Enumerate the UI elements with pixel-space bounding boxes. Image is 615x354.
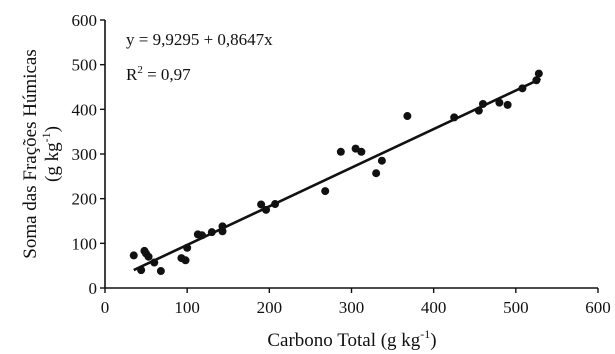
y-axis-title-line2-text: (g kg <box>42 142 63 182</box>
y-axis-title-line2: (g kg-1) <box>39 126 63 182</box>
data-point <box>534 69 543 78</box>
x-tick-label: 100 <box>174 298 200 317</box>
data-point <box>183 243 192 252</box>
points-group <box>129 69 543 276</box>
x-axis-title-close: ) <box>430 330 436 351</box>
data-point <box>144 252 153 261</box>
x-axis-title: Carbono Total (g kg-1) <box>267 327 436 351</box>
data-point <box>129 251 138 260</box>
data-point <box>336 147 345 156</box>
data-point <box>156 267 165 276</box>
data-point <box>503 100 512 109</box>
y-axis-title-close: ) <box>42 126 63 132</box>
data-point <box>218 222 227 231</box>
y-tick-label: 500 <box>72 56 98 75</box>
y-tick-label: 0 <box>89 279 98 298</box>
y-tick-label: 400 <box>72 100 98 119</box>
data-point <box>321 187 330 196</box>
data-point <box>372 169 381 178</box>
x-tick-label: 400 <box>421 298 447 317</box>
tick-group: 0 100 200 300 400 500 600 0 100 200 300 400 500 600 <box>72 11 611 317</box>
data-point <box>532 76 541 85</box>
data-point <box>257 200 266 209</box>
x-tick-label: 600 <box>585 298 611 317</box>
y-axis-title-line1: Soma das Frações Húmicas <box>20 49 41 258</box>
data-point <box>478 99 487 108</box>
r2-prefix: R <box>126 65 138 84</box>
x-axis-title-sup: -1 <box>420 327 430 341</box>
y-tick-label: 300 <box>72 145 98 164</box>
y-tick-label: 600 <box>72 11 98 30</box>
data-point <box>197 231 206 240</box>
r2-superscript: 2 <box>137 64 143 76</box>
regression-equation: y = 9,9295 + 0,8647x <box>126 30 273 49</box>
data-point <box>474 106 483 115</box>
data-point <box>518 84 527 93</box>
data-point <box>403 112 412 121</box>
r-squared-label: R2 = 0,97 <box>126 64 191 84</box>
x-tick-label: 500 <box>503 298 529 317</box>
x-tick-label: 200 <box>257 298 283 317</box>
y-tick-label: 200 <box>72 190 98 209</box>
x-tick-label: 300 <box>339 298 365 317</box>
data-point <box>495 98 504 107</box>
data-point <box>271 200 280 209</box>
y-tick-label: 100 <box>72 234 98 253</box>
x-axis-title-text: Carbono Total (g kg <box>267 330 420 351</box>
r2-value: = 0,97 <box>143 65 191 84</box>
x-tick-label: 0 <box>101 298 110 317</box>
data-point <box>150 258 159 267</box>
data-point <box>377 156 386 165</box>
data-point <box>207 228 216 237</box>
y-axis-title-sup: -1 <box>39 132 53 142</box>
data-point <box>262 205 271 214</box>
data-point <box>137 266 146 275</box>
data-point <box>181 256 190 265</box>
data-point <box>357 147 366 156</box>
data-point <box>450 113 459 122</box>
